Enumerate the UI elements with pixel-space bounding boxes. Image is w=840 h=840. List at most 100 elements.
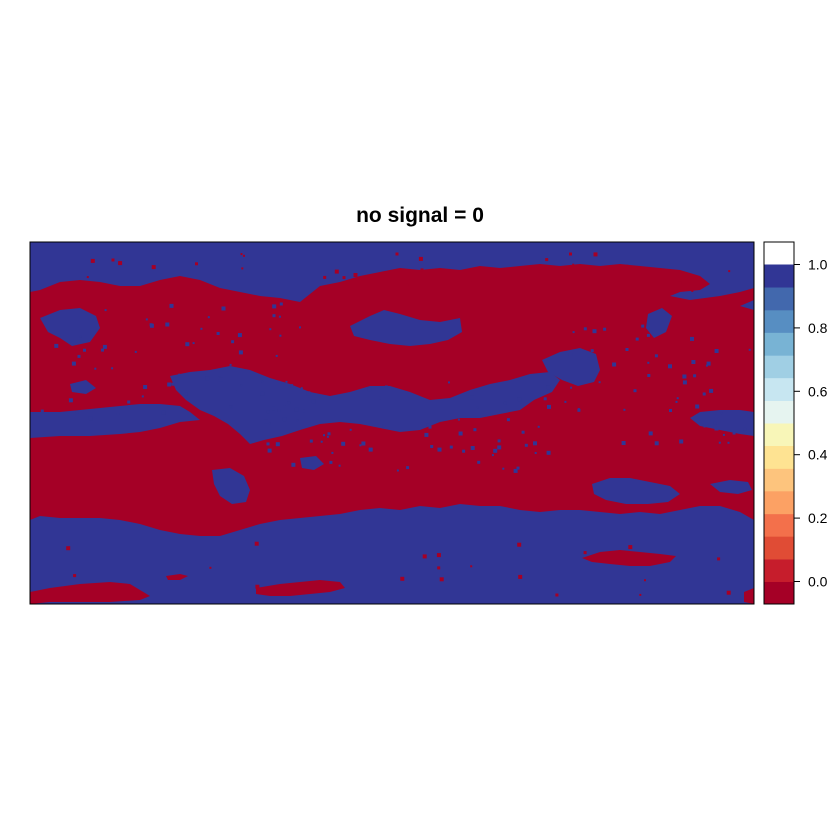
- noise-cell: [300, 387, 303, 390]
- noise-cell: [491, 454, 494, 457]
- noise-cell: [449, 445, 453, 449]
- noise-cell: [477, 460, 481, 464]
- noise-cell: [714, 426, 719, 431]
- noise-cell: [77, 354, 81, 358]
- color-key-bin: [764, 445, 794, 469]
- noise-cell: [118, 261, 123, 266]
- noise-cell: [524, 443, 528, 447]
- noise-cell: [497, 445, 502, 450]
- noise-cell: [682, 374, 687, 379]
- noise-cell: [368, 447, 373, 452]
- noise-cell: [677, 281, 682, 286]
- noise-cell: [178, 373, 181, 376]
- noise-cell: [326, 435, 329, 438]
- noise-cell: [287, 401, 291, 405]
- noise-cell: [143, 385, 148, 389]
- noise-cell: [66, 546, 71, 551]
- noise-cell: [471, 280, 474, 283]
- noise-cell: [695, 404, 700, 409]
- noise-cell: [149, 323, 154, 328]
- map-panel: [29, 241, 755, 605]
- noise-cell: [537, 425, 540, 428]
- noise-cell: [422, 554, 427, 559]
- noise-cell: [572, 331, 575, 334]
- color-key-tick-label: 1.0: [808, 257, 828, 273]
- noise-cell: [264, 419, 268, 424]
- noise-cell: [104, 309, 107, 312]
- color-key-bin: [764, 513, 794, 537]
- noise-cell: [682, 380, 687, 385]
- noise-cell: [669, 409, 672, 412]
- color-key-tick-label: 0.2: [808, 510, 828, 526]
- noise-cell: [503, 401, 507, 405]
- noise-cell: [275, 442, 280, 447]
- noise-cell: [277, 409, 281, 412]
- noise-cell: [237, 333, 242, 338]
- noise-cell: [732, 431, 736, 435]
- noise-cell: [748, 348, 751, 351]
- noise-cell: [633, 389, 637, 393]
- noise-cell: [359, 444, 362, 447]
- noise-cell: [79, 335, 82, 338]
- blue-patch-10: [300, 456, 324, 470]
- noise-cell: [654, 441, 659, 446]
- noise-cell: [90, 258, 95, 263]
- noise-cell: [545, 258, 549, 262]
- noise-cell: [583, 327, 587, 331]
- noise-cell: [473, 428, 477, 432]
- noise-cell: [702, 392, 706, 396]
- blue-patch-1: [40, 308, 100, 346]
- red-patch-south-5: [744, 588, 754, 604]
- noise-cell: [306, 391, 311, 396]
- noise-cell: [668, 364, 672, 369]
- blue-patch-6: [592, 478, 680, 504]
- noise-cell: [212, 410, 216, 414]
- noise-cell: [517, 397, 522, 402]
- noise-cell: [647, 361, 650, 364]
- noise-cell: [267, 448, 272, 453]
- noise-cell: [430, 445, 434, 448]
- noise-cell: [282, 417, 287, 422]
- blue-patch-8: [710, 480, 752, 494]
- noise-cell: [691, 289, 694, 292]
- noise-cell: [185, 342, 190, 347]
- noise-cell: [216, 332, 220, 335]
- noise-cell: [603, 327, 607, 331]
- color-key-tick-label: 0.0: [808, 573, 828, 589]
- noise-cell: [647, 374, 651, 377]
- noise-cell: [598, 381, 601, 384]
- noise-cell: [54, 343, 59, 348]
- noise-cell: [570, 386, 573, 389]
- noise-cell: [418, 256, 423, 261]
- signal-field-blue: [40, 308, 752, 504]
- noise-cell: [470, 565, 473, 568]
- noise-cell: [718, 441, 721, 444]
- noise-cell: [458, 431, 463, 436]
- map-frame: [29, 241, 755, 605]
- color-key-bin: [764, 287, 794, 311]
- noise-cell: [646, 333, 650, 337]
- noise-cell: [543, 397, 547, 401]
- noise-cell: [628, 545, 633, 550]
- red-patch-south-3: [582, 550, 676, 566]
- noise-cell: [254, 541, 259, 546]
- noise-cell: [40, 409, 44, 413]
- noise-cell: [428, 425, 432, 429]
- noise-cell: [654, 354, 658, 358]
- noise-cell: [668, 287, 672, 291]
- noise-cell: [743, 427, 747, 431]
- noise-cell: [219, 377, 223, 382]
- noise-cell: [709, 388, 714, 393]
- noise-cell: [517, 542, 522, 547]
- noise-cell: [241, 267, 244, 270]
- noise-cell: [675, 400, 678, 403]
- noise-cell: [71, 361, 76, 366]
- noise-cell: [269, 328, 272, 331]
- noise-cell: [275, 354, 278, 357]
- noise-cell: [635, 337, 639, 341]
- noise-cell: [323, 275, 327, 279]
- noise-cell: [518, 574, 523, 579]
- noise-cell: [134, 350, 137, 353]
- noise-cell: [145, 318, 148, 321]
- noise-cell: [291, 462, 296, 467]
